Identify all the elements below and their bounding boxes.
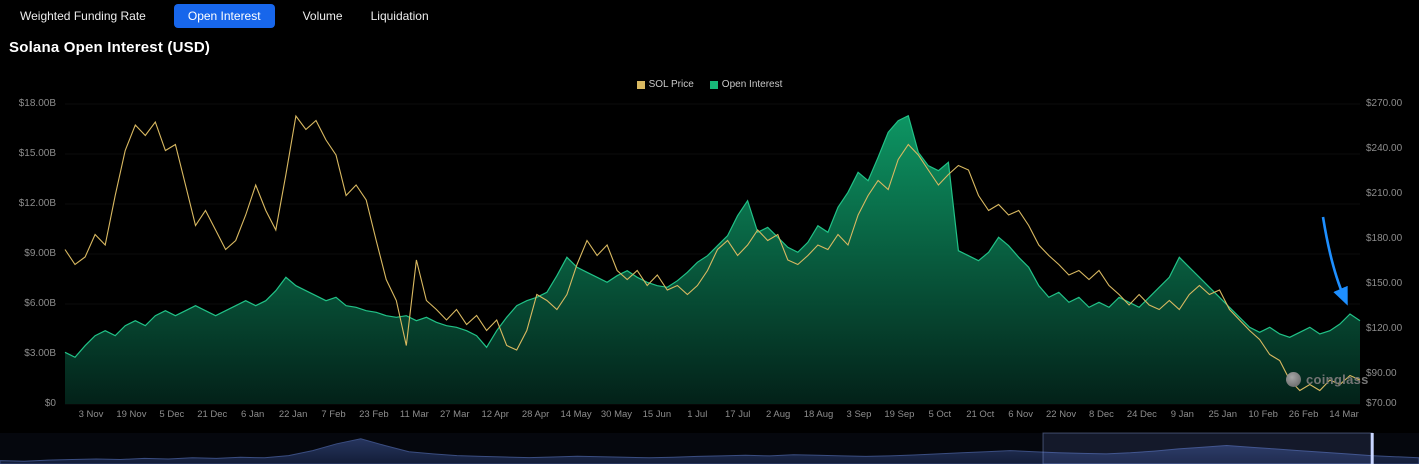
x-axis-tick: 25 Jan [1208,409,1237,420]
x-axis-tick: 21 Oct [966,409,995,420]
left-y-axis: $18.00B $15.00B $12.00B $9.00B $6.00B $3.00B $… [0,0,58,464]
left-axis-tick: $9.00B [24,248,56,259]
x-axis-tick: 28 Apr [521,409,550,420]
page-title: Solana Open Interest (USD) [9,39,211,56]
navigator-selection[interactable] [1042,432,1373,464]
watermark-text: coinglass [1306,372,1369,387]
x-axis-tick: 22 Jan [278,409,308,420]
open-interest-swatch-icon [709,80,718,89]
right-axis-tick: $180.00 [1366,233,1403,244]
x-axis-tick: 26 Feb [1288,409,1319,420]
navigator-area-series [0,438,1419,464]
x-axis-tick: 19 Sep [884,409,915,420]
x-axis-tick: 22 Nov [1046,409,1077,420]
sol-price-line-series [64,114,1361,392]
x-axis-tick: 19 Nov [116,409,147,420]
coinglass-logo-icon [1286,372,1301,387]
tab-open-interest[interactable]: Open Interest [173,4,275,28]
chart-tab-bar: Weighted Funding Rate Open Interest Volu… [0,0,1419,30]
x-axis-tick: 17 Jul [725,409,751,420]
x-axis-tick: 5 Oct [928,409,952,420]
x-axis-tick: 15 Jun [642,409,672,420]
right-y-axis: $270.00 $240.00 $210.00 $180.00 $150.00 $120.… [1365,0,1419,464]
annotation-arrow-icon [1321,216,1348,306]
x-axis: 3 Nov 19 Nov 5 Dec 21 Dec 6 Jan 22 Jan 7 Feb 23… [0,409,1419,421]
x-axis-tick: 18 Aug [803,409,834,420]
open-interest-line-series [64,114,1361,359]
x-axis-tick: 24 Dec [1126,409,1157,420]
left-axis-tick: $15.00B [18,148,56,159]
left-axis-tick: $0 [44,398,56,409]
tab-liquidation[interactable]: Liquidation [370,9,429,23]
x-axis-tick: 1 Jul [687,409,708,420]
left-axis-tick: $12.00B [18,198,56,209]
chart-legend: SOL Price Open Interest [0,79,1419,90]
x-axis-tick: 7 Feb [321,409,346,420]
legend-item-open-interest[interactable]: Open Interest [709,79,783,90]
right-axis-tick: $90.00 [1366,368,1397,379]
x-axis-tick: 2 Aug [765,409,791,420]
x-axis-tick: 5 Dec [159,409,185,420]
sol-price-swatch-icon [636,80,645,89]
left-axis-tick: $18.00B [18,98,56,109]
left-axis-tick: $6.00B [24,298,56,309]
x-axis-tick: 27 Mar [439,409,470,420]
left-axis-tick: $3.00B [24,348,56,359]
x-axis-tick: 10 Feb [1248,409,1278,420]
right-axis-tick: $240.00 [1366,143,1403,154]
legend-item-sol-price[interactable]: SOL Price [636,79,694,90]
navigator-handle[interactable] [1370,433,1374,464]
x-axis-tick: 23 Feb [359,409,389,420]
x-axis-tick: 3 Sep [846,409,872,420]
right-axis-tick: $150.00 [1366,278,1403,289]
x-axis-tick: 14 May [560,409,592,420]
x-axis-tick: 21 Dec [197,409,228,420]
x-axis-tick: 8 Dec [1089,409,1114,420]
tab-volume[interactable]: Volume [302,9,343,23]
x-axis-tick: 30 May [600,409,633,420]
x-axis-tick: 6 Jan [241,409,265,420]
right-axis-tick: $270.00 [1366,98,1403,109]
x-axis-tick: 14 Mar [1329,409,1359,420]
legend-label-open-interest: Open Interest [721,79,783,90]
coinglass-watermark: coinglass [1286,372,1369,387]
x-axis-tick: 11 Mar [399,409,429,420]
legend-label-sol-price: SOL Price [648,79,694,90]
x-axis-tick: 9 Jan [1170,409,1194,420]
right-axis-tick: $210.00 [1366,188,1403,199]
tab-weighted-funding-rate[interactable]: Weighted Funding Rate [20,9,146,23]
navigator-strip[interactable] [0,432,1419,464]
x-axis-tick: 3 Nov [78,409,104,420]
right-axis-tick: $120.00 [1366,323,1403,334]
x-axis-tick: 6 Nov [1008,409,1034,420]
right-axis-tick: $70.00 [1366,398,1397,409]
x-axis-tick: 12 Apr [481,409,509,420]
